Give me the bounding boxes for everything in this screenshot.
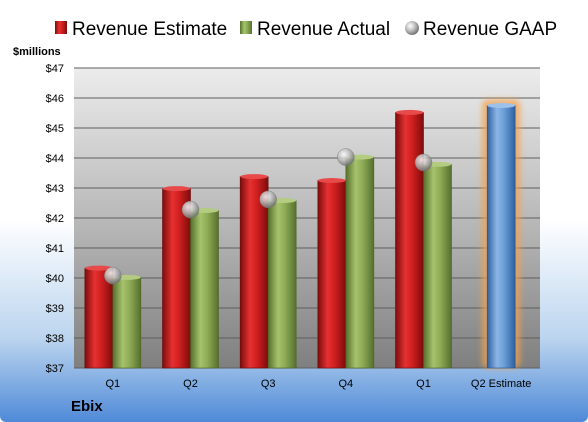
y-tick-label: $45 [46,123,64,135]
y-tick-label: $46 [46,93,64,105]
bar-cap [395,109,424,115]
legend: Revenue Estimate Revenue Actual Revenue GA… [55,19,557,40]
x-axis: Q1 Q2 Q3 Q4 Q1 Q2 Estimate [105,378,531,390]
legend-swatch-2 [405,21,419,35]
gaap-marker [181,200,200,219]
gridlines [74,67,540,369]
y-tick-label: $41 [46,243,64,255]
x-tick-label: Q2 [183,378,198,390]
legend-swatch-0 [55,21,67,34]
x-tick-label: Q3 [261,378,276,390]
bar-actual [267,200,297,369]
bar-estimate [395,112,424,369]
legend-swatch-1 [240,21,252,34]
gaap-marker [104,266,122,285]
bar-actual [423,164,452,369]
bars [84,99,521,369]
y-tick-label: $43 [46,183,64,195]
bar-actual [345,156,375,369]
bar-cap [240,174,269,180]
gaap-markers [104,148,433,285]
y-unit-label: $millions [13,46,61,58]
gaap-marker [337,148,355,166]
y-tick-label: $39 [46,303,64,315]
x-tick-label: Q4 [338,378,353,390]
y-tick-label: $47 [46,63,64,75]
bar-cap [162,186,191,192]
y-tick-label: $42 [46,213,64,225]
bar-estimate [317,180,347,369]
y-tick-label: $40 [46,273,64,285]
bar-actual [190,210,219,369]
legend-label-1: Revenue Actual [257,19,390,40]
bar-estimate [162,188,191,369]
x-tick-label: Q1 [416,378,431,390]
company-name: Ebix [71,398,103,415]
legend-label-2: Revenue GAAP [423,19,557,40]
bar-cap [317,178,346,183]
bar-cap [84,265,113,271]
gaap-marker [414,153,433,172]
bar-estimate-forecast [486,105,516,369]
gaap-marker [259,190,277,209]
bar-actual [112,277,142,369]
y-tick-label: $37 [46,363,64,375]
y-axis: $37 $38 $39 $40 $41 $42 $43 $44 $45 $46 $47 [46,63,64,375]
y-tick-label: $38 [46,333,64,345]
legend-label-0: Revenue Estimate [72,19,227,40]
x-tick-label: Q1 [105,378,120,390]
y-tick-label: $44 [46,153,64,165]
bar-cap [487,103,516,108]
bar-estimate [239,176,269,369]
x-tick-label: Q2 Estimate [471,378,532,390]
